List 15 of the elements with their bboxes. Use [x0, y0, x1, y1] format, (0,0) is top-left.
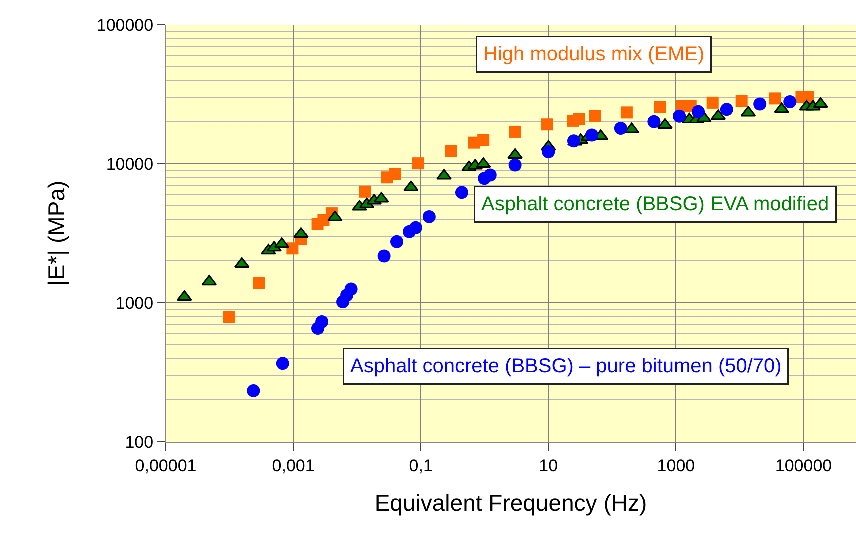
x-tick-label: 10	[539, 456, 558, 476]
y-axis-title: |E*| (MPa)	[43, 180, 70, 286]
x-tick-label: 1000	[657, 456, 696, 476]
y-tick-label: 100	[125, 432, 154, 452]
x-tick-label: 0,1	[409, 456, 433, 476]
series-label: High modulus mix (EME)	[484, 44, 705, 66]
y-tick-label: 1000	[116, 294, 154, 313]
x-axis-title: Equivalent Frequency (Hz)	[374, 490, 648, 516]
x-tick-label: 100000	[775, 456, 832, 476]
series-label: Asphalt concrete (BBSG) – pure bitumen (50/70)	[350, 356, 782, 378]
x-tick-label: 0,00001	[135, 456, 197, 476]
x-tick-label: 0,001	[272, 456, 315, 476]
y-tick-label: 100000	[96, 16, 154, 35]
y-tick-label: 10000	[106, 154, 154, 174]
series-label: Asphalt concrete (BBSG) EVA modified	[482, 194, 830, 216]
